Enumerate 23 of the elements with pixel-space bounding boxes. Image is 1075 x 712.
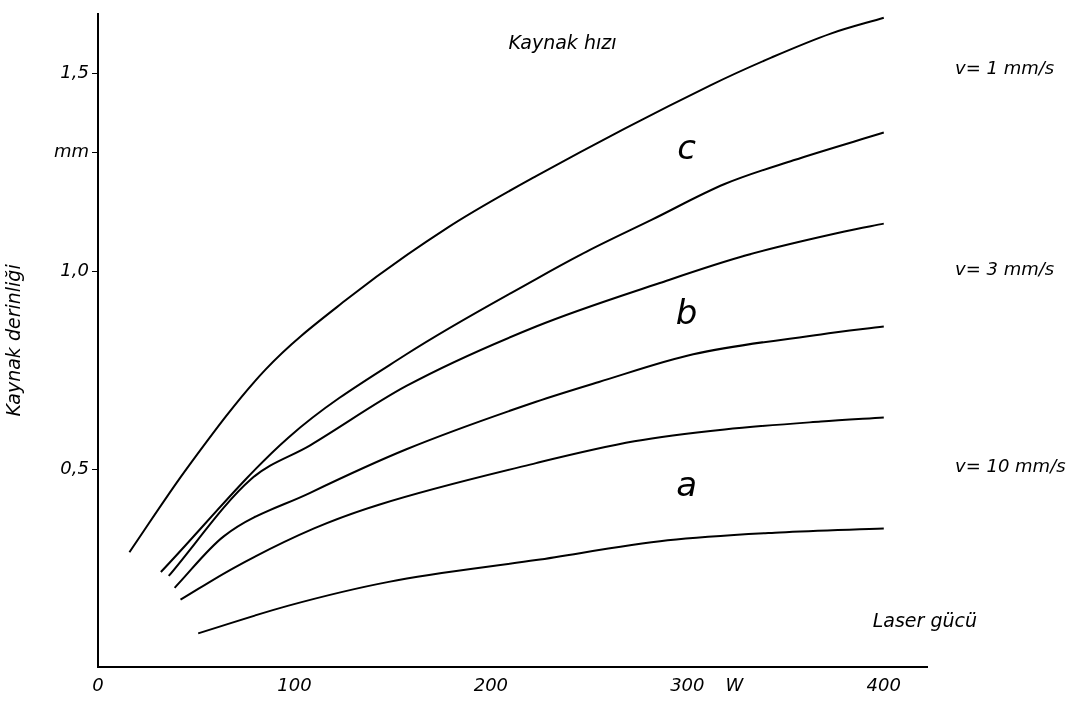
y-tick-label: 1,0 [60, 258, 89, 280]
line-series [179, 416, 885, 601]
x-tick-label: 300 [670, 674, 705, 696]
x-tick-label: W [725, 674, 745, 696]
y-tick-label: mm [53, 140, 89, 162]
annotation: b [675, 292, 698, 333]
x-axis-title: Laser gücü [872, 608, 977, 631]
annotation: a [676, 463, 698, 504]
line-series [173, 325, 885, 589]
y-tick-label: 0,5 [60, 456, 89, 478]
line-series [128, 16, 885, 554]
x-tick-label: 400 [866, 674, 901, 696]
text: v= 10 mm/s [955, 455, 1066, 477]
text: v= 3 mm/s [955, 257, 1055, 279]
line-series [159, 131, 885, 573]
x-tick-label: 0 [92, 674, 104, 696]
x-tick-label: 200 [473, 674, 509, 696]
text: Kaynak hızı [508, 30, 617, 53]
text: v= 1 mm/s [955, 57, 1055, 79]
x-tick-label: 100 [277, 674, 312, 696]
annotation: c [677, 127, 697, 168]
y-tick-label: 1,5 [60, 60, 89, 82]
y-axis-title: Kaynak derinliği [2, 263, 25, 417]
